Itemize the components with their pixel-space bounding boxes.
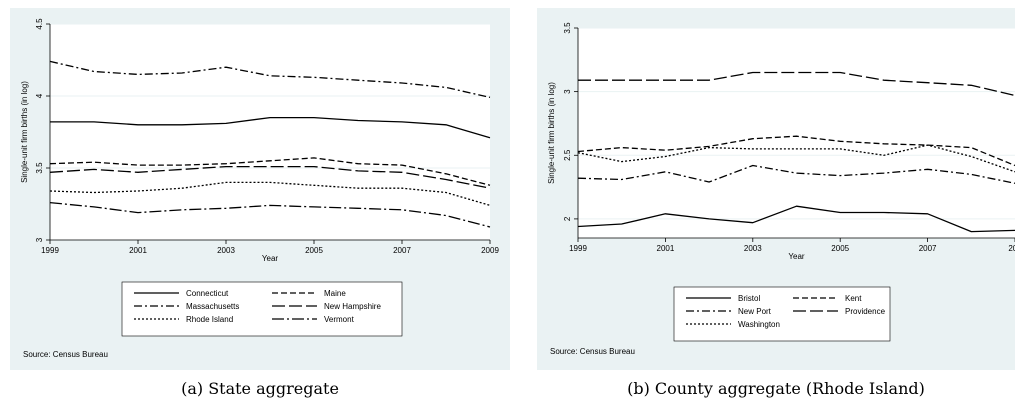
series-line-maine bbox=[49, 157, 491, 186]
x-tick-label: 2003 bbox=[744, 244, 762, 253]
x-axis-label: Year bbox=[262, 254, 279, 263]
x-tick-label: 2003 bbox=[217, 246, 235, 255]
legend-entry: Bristol bbox=[738, 294, 760, 303]
x-tick-label: 2001 bbox=[657, 244, 675, 253]
legend-entry: Rhode Island bbox=[186, 315, 233, 324]
x-axis-label: Year bbox=[788, 252, 805, 261]
legend-entry: Massachusetts bbox=[186, 302, 239, 311]
x-tick-label: 1999 bbox=[569, 244, 587, 253]
series-line-providence bbox=[578, 71, 1015, 97]
legend-entry: Vermont bbox=[324, 315, 355, 324]
legend-entry: New Port bbox=[738, 307, 772, 316]
y-tick-label: 4.5 bbox=[35, 18, 44, 30]
series-line-new-port bbox=[577, 164, 1015, 184]
y-tick-label: 4 bbox=[35, 93, 44, 98]
legend-box bbox=[121, 281, 403, 337]
plot-area bbox=[578, 28, 1015, 238]
plot-area bbox=[50, 24, 490, 240]
y-tick-label: 3.5 bbox=[35, 162, 44, 174]
x-tick-label: 200 bbox=[1008, 244, 1015, 253]
legend-entry: Kent bbox=[845, 294, 862, 303]
series-line-massachusetts bbox=[49, 60, 491, 99]
legend-entry: New Hampshire bbox=[324, 302, 381, 311]
county-aggregate-chart: 2 2.5 3 3.5 1999 2001 2003 2005 2007 200 Year Singl… bbox=[547, 22, 1015, 356]
y-tick-label: 2 bbox=[563, 216, 572, 221]
series-line-connecticut bbox=[50, 116, 491, 139]
series-line-rhode-island bbox=[49, 181, 491, 207]
legend-entry: Washington bbox=[738, 320, 780, 329]
source-note: Source: Census Bureau bbox=[23, 350, 108, 359]
series-line-washington bbox=[577, 144, 1015, 173]
x-tick-label: 2005 bbox=[305, 246, 323, 255]
series-line-kent bbox=[577, 135, 1015, 167]
chart-panel-state: 3 3.5 4 4.5 1999 2001 2003 2005 2007 2009 Year Sing… bbox=[10, 8, 510, 370]
source-note: Source: Census Bureau bbox=[550, 347, 635, 356]
y-axis-label: Single-unit firm births (in log) bbox=[547, 82, 556, 184]
y-tick-label: 3 bbox=[563, 89, 572, 94]
x-tick-label: 2007 bbox=[919, 244, 937, 253]
legend-entry: Providence bbox=[845, 307, 886, 316]
series-line-vermont bbox=[49, 201, 491, 228]
state-aggregate-chart: 3 3.5 4 4.5 1999 2001 2003 2005 2007 2009 Year Sing… bbox=[20, 18, 499, 359]
chart-panel-county: 2 2.5 3 3.5 1999 2001 2003 2005 2007 200 Year Singl… bbox=[537, 8, 1015, 370]
y-tick-label: 2.5 bbox=[563, 149, 572, 161]
y-tick-label: 3 bbox=[35, 237, 44, 242]
y-axis-label: Single-unit firm births (in log) bbox=[20, 81, 29, 183]
x-tick-label: 2001 bbox=[129, 246, 147, 255]
x-tick-label: 1999 bbox=[41, 246, 59, 255]
series-line-new-hampshire bbox=[49, 165, 491, 189]
series-line-bristol bbox=[577, 205, 1015, 233]
legend-entry: Connecticut bbox=[186, 289, 229, 298]
x-tick-label: 2007 bbox=[393, 246, 411, 255]
y-tick-label: 3.5 bbox=[563, 22, 572, 34]
legend-entry: Maine bbox=[324, 289, 346, 298]
x-tick-label: 2009 bbox=[481, 246, 499, 255]
caption-state: (a) State aggregate bbox=[181, 379, 339, 398]
caption-county: (b) County aggregate (Rhode Island) bbox=[627, 379, 925, 398]
x-tick-label: 2005 bbox=[831, 244, 849, 253]
legend-box bbox=[673, 286, 891, 342]
